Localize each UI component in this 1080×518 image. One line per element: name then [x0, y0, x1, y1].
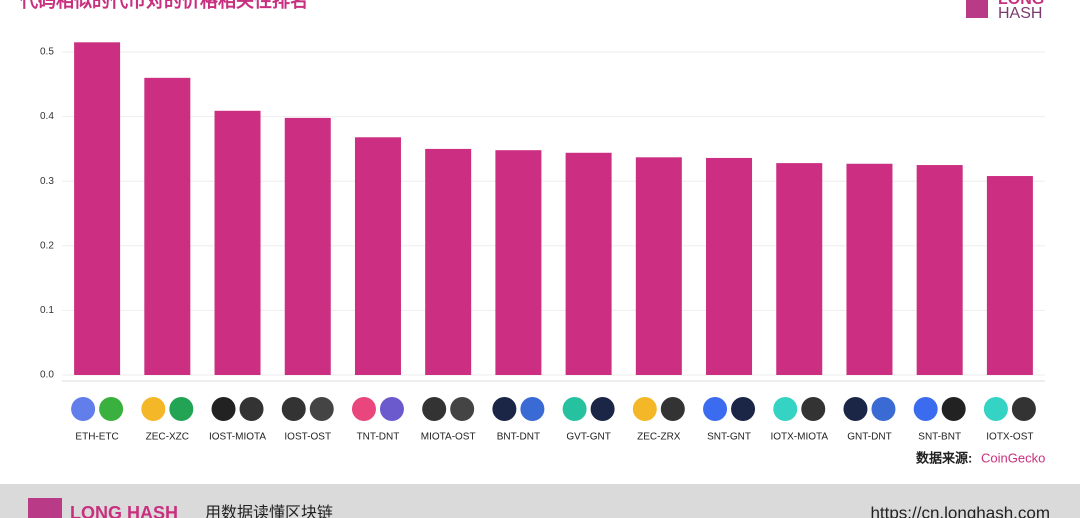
bar — [214, 110, 261, 375]
icon — [450, 397, 475, 421]
logo-bottom: HASH — [998, 5, 1042, 22]
bar — [425, 148, 472, 375]
bar — [706, 157, 753, 375]
y-tick-label: 0.3 — [40, 176, 54, 187]
icon — [422, 397, 447, 421]
x-tick-label: GVT-GNT — [566, 432, 610, 443]
logo: LONG HASH — [966, 0, 1044, 22]
icon — [913, 397, 938, 421]
icon — [351, 397, 376, 421]
y-tick-label: 0.1 — [40, 305, 54, 316]
bar — [846, 163, 893, 375]
icon — [141, 397, 166, 421]
bar — [74, 42, 121, 376]
icon — [211, 397, 236, 421]
x-tick-label: ZEC-XZC — [146, 432, 189, 443]
x-tick-label: ETH-ETC — [75, 432, 118, 443]
bar — [284, 117, 331, 375]
icon — [941, 397, 966, 421]
icon — [660, 397, 685, 421]
icon — [169, 397, 194, 421]
footer-band — [0, 484, 1080, 518]
icon — [731, 397, 756, 421]
bar — [565, 152, 612, 375]
bar — [354, 137, 401, 375]
footer-brand: LONG HASH — [70, 503, 178, 518]
icon — [562, 397, 587, 421]
footer-logo-icon — [28, 498, 62, 518]
icon — [492, 397, 517, 421]
footer-url: https://cn.longhash.com — [870, 503, 1050, 518]
x-tick-label: SNT-BNT — [918, 432, 961, 443]
bar — [776, 163, 823, 375]
x-tick-label: IOTX-MIOTA — [770, 432, 828, 443]
x-tick-label: IOST-MIOTA — [209, 432, 266, 443]
y-tick-label: 0.4 — [40, 111, 54, 122]
x-tick-label: BNT-DNT — [497, 432, 540, 443]
bar — [986, 176, 1033, 375]
icon — [703, 397, 728, 421]
source: CoinGecko — [981, 450, 1045, 465]
x-tick-label: IOST-OST — [284, 432, 331, 443]
icon — [632, 397, 657, 421]
x-tick-label: ZEC-ZRX — [637, 432, 681, 443]
icon — [99, 397, 124, 421]
icon — [983, 397, 1008, 421]
bar — [495, 150, 542, 375]
icon — [871, 397, 896, 421]
icon — [1011, 397, 1036, 421]
footer-slogan: 用数据读懂区块链 — [205, 504, 333, 518]
icon — [843, 397, 868, 421]
icon — [379, 397, 404, 421]
x-tick-label: GNT-DNT — [847, 432, 891, 443]
logo-top: LONG — [998, 0, 1044, 8]
icon — [281, 397, 306, 421]
bar — [635, 157, 682, 375]
x-tick-label: TNT-DNT — [357, 432, 400, 443]
x-tick-label: SNT-GNT — [707, 432, 751, 443]
icon — [773, 397, 798, 421]
bar — [144, 77, 191, 375]
x-tick-label: MIOTA-OST — [421, 432, 476, 443]
x-tick-label: IOTX-OST — [986, 432, 1033, 443]
y-tick-label: 0.5 — [40, 47, 54, 58]
icon — [309, 397, 334, 421]
icon — [590, 397, 615, 421]
chart-title: 代码相似的代币对的价格相关性排名 — [19, 0, 308, 11]
icon — [801, 397, 826, 421]
icon — [239, 397, 264, 421]
bar — [916, 165, 963, 375]
y-tick-label: 0.0 — [40, 370, 54, 381]
logo-icon — [966, 0, 988, 18]
icon — [71, 397, 96, 421]
icon — [520, 397, 545, 421]
source-label: 数据来源: — [916, 450, 972, 465]
y-tick-label: 0.2 — [40, 240, 54, 251]
